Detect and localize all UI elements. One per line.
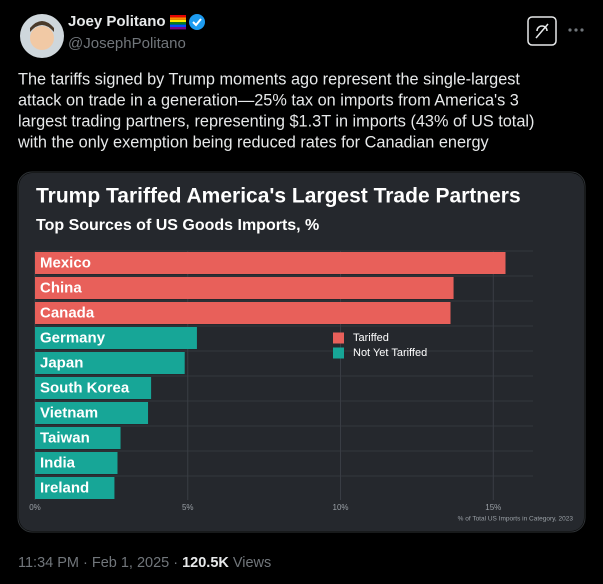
avatar-face: [30, 26, 54, 50]
category-label: Germany: [40, 329, 106, 346]
legend-label: Tariffed: [353, 332, 389, 344]
date: Feb 1, 2025: [92, 555, 169, 571]
bar: [35, 352, 185, 374]
bar: [35, 302, 451, 324]
more-button[interactable]: [568, 28, 584, 32]
views-label: Views: [233, 555, 271, 571]
legend-label: Not Yet Tariffed: [353, 347, 427, 359]
flag-emoji: [170, 15, 186, 30]
views-count: 120.5K: [182, 555, 229, 571]
category-label: Mexico: [40, 254, 91, 271]
bar: [35, 252, 506, 274]
plot: 0% 5% 10% 15% Mexico China Canada Germany Japan S…: [29, 250, 533, 512]
chart-subtitle: Top Sources of US Goods Imports, %: [36, 217, 319, 234]
verified-badge: [189, 14, 205, 30]
bar: [35, 277, 454, 299]
chart-title: Trump Tariffed America's Largest Trade P…: [36, 185, 521, 208]
bar: [35, 377, 152, 399]
x-tick-label: 15%: [485, 503, 501, 512]
tweet-text: The tariffs signed by Trump moments ago …: [17, 70, 534, 151]
chart-note: % of Total US Imports in Category, 2023: [458, 516, 574, 523]
bar: [35, 427, 121, 449]
bar: [35, 477, 115, 499]
category-label: Ireland: [40, 479, 89, 496]
separator: ·: [83, 555, 88, 571]
author-handle[interactable]: @JosephPolitano: [68, 35, 186, 52]
tweet-text-line: attack on trade in a generation—25% tax …: [18, 91, 519, 109]
bar: [35, 402, 149, 424]
bar: [35, 452, 118, 474]
tweet-text-line: The tariffs signed by Trump moments ago …: [18, 70, 520, 88]
separator: ·: [173, 555, 178, 571]
legend-swatch: [333, 347, 344, 359]
author-name[interactable]: Joey Politano: [68, 13, 166, 30]
grok-icon: [535, 23, 549, 39]
tweet-text-line: with the only exemption being reduced ra…: [17, 133, 489, 151]
grok-button[interactable]: [527, 16, 557, 46]
avatar-hair: [30, 21, 54, 32]
category-label: South Korea: [40, 379, 130, 396]
tweet-footer: 11:34 PM · Feb 1, 2025 · 120.5K Views: [18, 555, 271, 571]
x-tick-label: 0%: [29, 503, 41, 512]
category-label: Vietnam: [40, 404, 98, 421]
bar: [35, 327, 197, 349]
x-tick-label: 5%: [182, 503, 194, 512]
timestamp: 11:34 PM: [18, 555, 79, 571]
category-label: Canada: [40, 304, 95, 321]
category-label: Japan: [40, 354, 83, 371]
category-label: Taiwan: [40, 429, 90, 446]
x-tick-label: 10%: [333, 503, 349, 512]
category-label: India: [40, 454, 76, 471]
legend-swatch: [333, 332, 344, 344]
tweet-text-line: largest trading partners, representing $…: [18, 112, 534, 130]
category-label: China: [40, 279, 82, 296]
